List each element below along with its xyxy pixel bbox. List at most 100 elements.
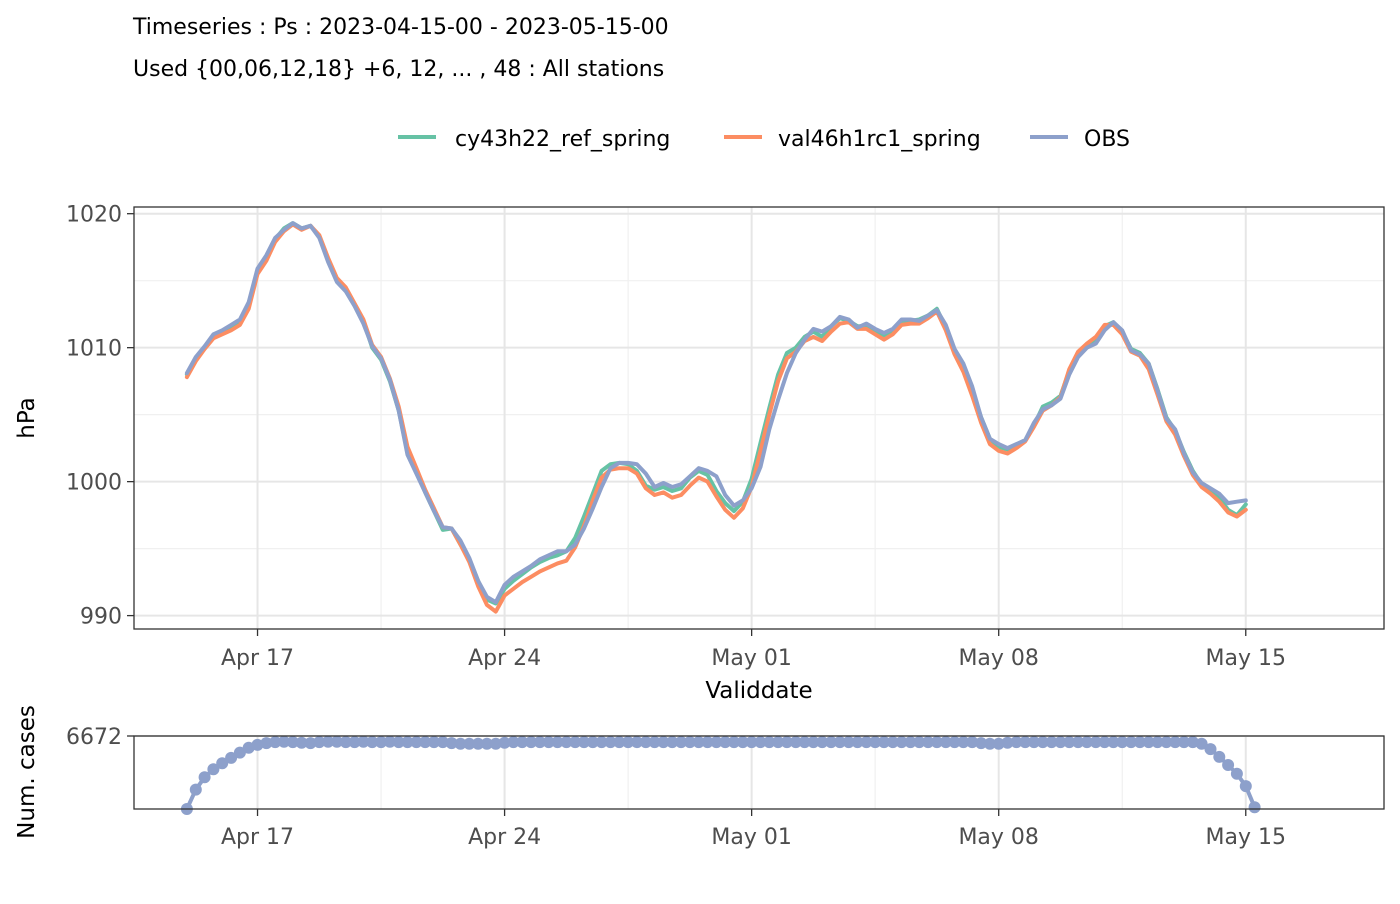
main-y-tick-label-3: 1020	[66, 203, 122, 228]
cases-point-102	[1080, 736, 1093, 749]
cases-point-40	[533, 736, 546, 749]
main-y-tick-label-2: 1010	[66, 337, 122, 362]
cases-point-12	[286, 736, 299, 749]
cases-point-73	[825, 736, 838, 749]
cases-point-49	[613, 736, 626, 749]
cases-point-52	[639, 736, 652, 749]
cases-point-81	[895, 736, 908, 749]
cases-point-13	[295, 736, 308, 749]
cases-y-ticks: 6672	[66, 725, 134, 750]
cases-point-79	[878, 736, 890, 749]
cases-point-33	[472, 737, 485, 750]
cases-point-19	[348, 736, 361, 749]
cases-point-32	[463, 737, 476, 750]
legend: cy43h22_ref_spring val46h1rc1_spring OBS	[398, 127, 1130, 152]
legend-label-cy43h22: cy43h22_ref_spring	[455, 127, 670, 152]
cases-point-93	[1001, 736, 1014, 749]
cases-point-18	[339, 736, 352, 749]
main-y-ticks: 990 1000 1010 1020	[66, 203, 134, 630]
cases-panel: 6672 Apr 17 Apr 24 May 01 May 08 May 15 Num.…	[14, 705, 1385, 850]
cases-point-101	[1072, 736, 1085, 749]
cases-point-50	[622, 736, 635, 749]
cases-point-74	[833, 736, 846, 749]
cases-series-line	[185, 739, 1257, 810]
cases-point-86	[939, 736, 952, 749]
cases-point-45	[578, 736, 590, 749]
cases-point-44	[569, 736, 582, 749]
series-line-OBS	[184, 221, 1248, 605]
cases-point-39	[525, 736, 538, 749]
cases-point-113	[1178, 736, 1190, 749]
cases-point-54	[657, 736, 670, 749]
cases-x-tick-label-1: Apr 24	[468, 825, 541, 850]
cases-point-106	[1116, 736, 1129, 749]
cases-point-110	[1151, 736, 1164, 749]
cases-point-120	[1239, 780, 1252, 793]
cases-point-27	[419, 736, 432, 749]
cases-point-15	[313, 736, 326, 749]
cases-point-65	[754, 736, 767, 749]
cases-point-121	[1248, 801, 1261, 814]
cases-point-58	[692, 736, 705, 749]
cases-point-109	[1142, 736, 1155, 749]
cases-point-118	[1222, 759, 1235, 771]
cases-point-77	[860, 736, 873, 749]
cases-point-51	[630, 736, 643, 749]
cases-point-31	[454, 737, 467, 750]
legend-label-obs: OBS	[1084, 127, 1130, 152]
cases-point-46	[586, 736, 599, 749]
cases-point-47	[595, 736, 608, 749]
cases-point-22	[375, 736, 388, 749]
cases-point-104	[1098, 736, 1111, 749]
cases-point-69	[789, 736, 802, 749]
cases-point-66	[763, 736, 776, 749]
cases-x-ticks: Apr 17 Apr 24 May 01 May 08 May 15	[221, 809, 1286, 850]
chart-subtitle: Used {00,06,12,18} +6, 12, ... , 48 : Al…	[133, 57, 664, 82]
cases-point-6	[233, 746, 246, 759]
cases-x-tick-label-4: May 15	[1206, 825, 1286, 850]
cases-x-tick-label-0: Apr 17	[221, 825, 294, 850]
cases-point-3	[207, 763, 220, 776]
cases-point-91	[983, 737, 996, 750]
cases-point-26	[410, 736, 423, 749]
cases-y-axis-title: Num. cases	[14, 705, 40, 839]
cases-point-63	[736, 736, 749, 749]
cases-point-59	[701, 736, 714, 749]
cases-point-111	[1160, 736, 1173, 749]
cases-point-23	[383, 735, 396, 748]
cases-point-24	[392, 736, 405, 749]
cases-point-92	[992, 737, 1005, 750]
cases-point-8	[251, 738, 264, 751]
cases-panel-border	[133, 735, 1385, 810]
cases-point-9	[260, 737, 273, 750]
main-series-lines	[184, 221, 1248, 614]
cases-point-29	[436, 736, 449, 749]
cases-point-87	[948, 736, 961, 749]
cases-point-42	[551, 736, 564, 749]
cases-point-94	[1010, 736, 1023, 749]
cases-point-70	[798, 736, 811, 749]
main-y-tick-label-1: 1000	[66, 471, 122, 496]
cases-point-78	[869, 736, 882, 749]
cases-point-98	[1045, 736, 1058, 749]
cases-point-107	[1125, 736, 1138, 749]
cases-point-117	[1213, 750, 1226, 763]
cases-point-64	[745, 736, 758, 749]
cases-point-96	[1028, 736, 1040, 749]
cases-point-60	[710, 736, 723, 749]
cases-point-36	[498, 736, 511, 749]
cases-point-99	[1054, 736, 1067, 749]
cases-point-25	[401, 736, 414, 749]
main-x-tick-label-2: May 01	[711, 646, 791, 671]
cases-point-89	[966, 736, 979, 749]
cases-point-4	[216, 757, 229, 770]
cases-point-100	[1063, 736, 1076, 749]
cases-point-56	[675, 736, 688, 749]
cases-point-95	[1019, 736, 1032, 749]
cases-point-112	[1169, 736, 1182, 749]
legend-label-val46: val46h1rc1_spring	[778, 127, 981, 152]
cases-point-2	[198, 771, 211, 784]
cases-point-10	[269, 736, 282, 749]
cases-point-103	[1089, 736, 1102, 749]
